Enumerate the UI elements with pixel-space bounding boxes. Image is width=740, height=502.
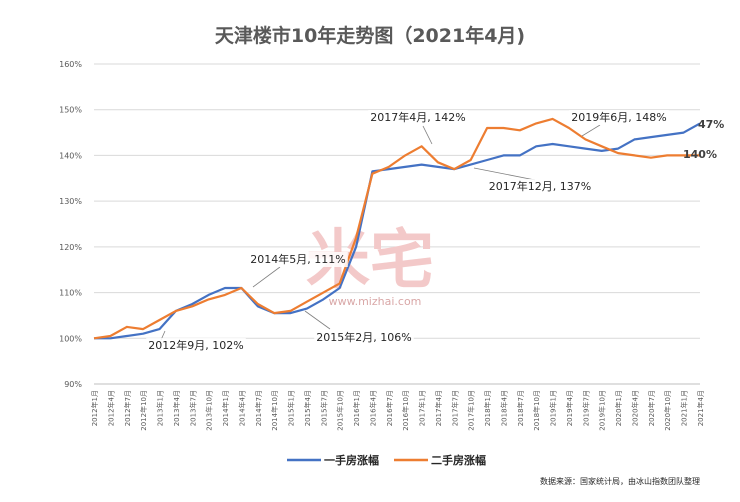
- x-tick-label: 2017年1月: [418, 390, 427, 426]
- x-tick-label: 2012年1月: [90, 390, 99, 426]
- x-tick-label: 2018年4月: [499, 390, 508, 426]
- y-tick-label: 130%: [59, 197, 82, 206]
- annotation-label: 2019年6月, 148%: [571, 110, 666, 124]
- watermark-url: www.mizhai.com: [329, 295, 422, 308]
- x-tick-label: 2014年10月: [270, 390, 279, 431]
- annotation-label: 2014年5月, 111%: [250, 252, 345, 266]
- annotation-label: 2017年12月, 137%: [489, 179, 591, 193]
- annotation-leader: [473, 167, 536, 181]
- x-tick-label: 2012年10月: [139, 390, 148, 431]
- x-tick-label: 2019年1月: [549, 390, 558, 426]
- end-labels: 47% 140%: [683, 118, 724, 161]
- x-tick-label: 2016年1月: [352, 390, 361, 426]
- series-lines: [93, 117, 701, 340]
- x-tick-label: 2018年7月: [516, 390, 525, 426]
- annotation-label: 2017年4月, 142%: [370, 110, 465, 124]
- chart-title: 天津楼市10年走势图（2021年4月): [215, 24, 525, 47]
- x-tick-label: 2018年10月: [532, 390, 541, 431]
- x-tick-label: 2012年4月: [106, 390, 115, 426]
- annotation-leader: [252, 266, 281, 288]
- series-line: [94, 122, 701, 340]
- y-tick-label: 90%: [64, 380, 82, 389]
- y-tick-label: 140%: [59, 151, 82, 160]
- x-tick-label: 2019年7月: [581, 390, 590, 426]
- legend-label: 一手房涨幅: [324, 453, 379, 467]
- x-tick-label: 2021年1月: [680, 390, 689, 426]
- legend-label: 二手房涨幅: [431, 453, 486, 467]
- annotation-background: [569, 110, 669, 125]
- x-tick-label: 2013年7月: [188, 390, 197, 426]
- x-tick-label: 2016年4月: [368, 390, 377, 426]
- series-line: [93, 117, 700, 340]
- x-tick-label: 2016年10月: [401, 390, 410, 431]
- x-tick-label: 2013年4月: [172, 390, 181, 426]
- end-label: 140%: [683, 148, 717, 161]
- x-tick-label: 2014年1月: [221, 390, 230, 426]
- annotation-leader: [304, 310, 331, 330]
- x-tick-label: 2014年7月: [254, 390, 263, 426]
- annotation-leader: [581, 124, 601, 137]
- x-tick-label: 2017年7月: [450, 390, 459, 426]
- x-tick-label: 2019年4月: [565, 390, 574, 426]
- watermark: 米宅 www.mizhai.com: [306, 224, 434, 308]
- annotation-background: [146, 338, 246, 353]
- x-tick-label: 2014年4月: [237, 390, 246, 426]
- x-tick-label: 2020年10月: [663, 390, 672, 431]
- x-tick-label: 2012年7月: [123, 390, 132, 426]
- annotations: 2012年9月, 102% 2014年5月, 111% 2015年2月, 106% 2…: [146, 110, 669, 353]
- x-tick-label: 2013年1月: [156, 390, 165, 426]
- annotation-leader: [422, 125, 433, 145]
- x-tick-label: 2015年1月: [287, 390, 296, 426]
- y-tick-label: 100%: [59, 334, 82, 343]
- y-tick-label: 160%: [59, 60, 82, 69]
- y-tick-label: 110%: [59, 289, 82, 298]
- annotation-label: 2012年9月, 102%: [148, 338, 243, 352]
- x-tick-label: 2018年1月: [483, 390, 492, 426]
- annotation-label: 2015年2月, 106%: [316, 330, 411, 344]
- x-tick-label: 2015年4月: [303, 390, 312, 426]
- x-tick-label: 2013年10月: [205, 390, 214, 431]
- source-note: 数据来源：国家统计局，由冰山指数团队整理: [540, 476, 700, 486]
- x-tick-label: 2021年4月: [696, 390, 705, 426]
- x-tick-label: 2017年4月: [434, 390, 443, 426]
- x-tick-label: 2017年10月: [467, 390, 476, 431]
- x-tick-label: 2015年10月: [336, 390, 345, 431]
- x-tick-label: 2020年7月: [647, 390, 656, 426]
- x-tick-label: 2020年1月: [614, 390, 623, 426]
- legend: 一手房涨幅 二手房涨幅: [287, 453, 486, 467]
- x-tick-label: 2016年7月: [385, 390, 394, 426]
- end-label: 47%: [698, 118, 724, 131]
- x-axis-ticks: 2012年1月 2012年4月 2012年7月 2012年10月 2013年1月 2013…: [90, 390, 705, 431]
- annotation-background: [314, 330, 414, 345]
- annotation-background: [368, 110, 468, 125]
- x-tick-label: 2020年4月: [630, 390, 639, 426]
- x-tick-label: 2015年7月: [319, 390, 328, 426]
- y-axis-ticks: 90% 100% 110% 120% 130% 140% 150% 160%: [59, 60, 82, 389]
- annotation-background: [248, 252, 348, 267]
- y-tick-label: 150%: [59, 106, 82, 115]
- y-tick-label: 120%: [59, 243, 82, 252]
- x-tick-label: 2019年10月: [598, 390, 607, 431]
- annotation-background: [486, 179, 594, 194]
